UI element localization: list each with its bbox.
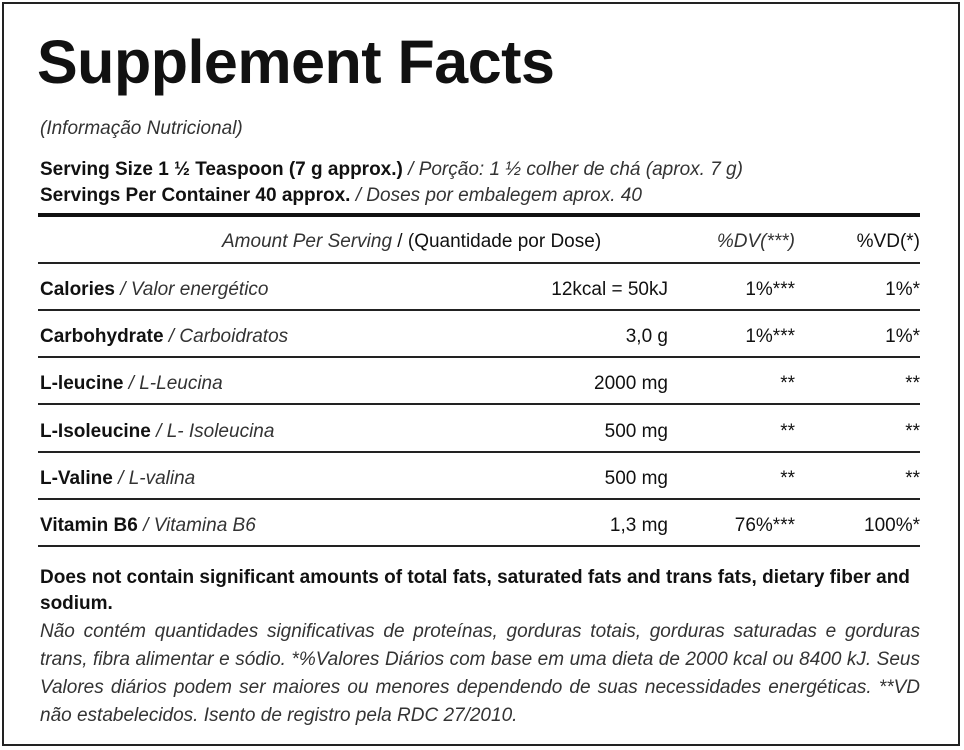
amount-per-serving-en: Amount Per Serving [222, 231, 393, 252]
nutrient-dv: 1%*** [745, 279, 795, 300]
nutrient-dv: ** [780, 421, 795, 442]
disclaimer-en: Does not contain significant amounts of … [40, 567, 910, 614]
serving-size-pt: / Porção: 1 ½ colher de chá (aprox. 7 g) [402, 159, 743, 180]
nutrient-amount: 2000 mg [594, 373, 668, 394]
nutrient-dv: ** [780, 468, 795, 489]
nutrient-row-calories: Calories / Valor energético 12kcal = 50k… [38, 278, 920, 302]
nutrient-row-l-valine: L-Valine / L-valina 500 mg ** ** [38, 467, 920, 491]
nutrient-row-vitamin-b6: Vitamin B6 / Vitamina B6 1,3 mg 76%*** 1… [38, 514, 920, 538]
nutrient-amount: 12kcal = 50kJ [551, 279, 668, 300]
nutrient-dv: ** [780, 373, 795, 394]
nutrient-row-l-isoleucine: L-Isoleucine / L- Isoleucina 500 mg ** *… [38, 420, 920, 444]
nutrient-amount: 500 mg [604, 421, 668, 442]
row-divider [38, 356, 920, 358]
nutrient-row-l-leucine: L-leucine / L-Leucina 2000 mg ** ** [38, 372, 920, 396]
servings-per-container-line: Servings Per Container 40 approx. / Dose… [40, 186, 642, 205]
nutrient-amount: 500 mg [604, 468, 668, 489]
amount-per-serving-pt: / (Quantidade por Dose) [392, 231, 602, 252]
dv-header: %DV(***) [716, 231, 795, 252]
nutrient-vd: ** [905, 421, 920, 442]
serving-size-line: Serving Size 1 ½ Teaspoon (7 g approx.) … [40, 160, 743, 179]
label-subtitle: (Informação Nutricional) [40, 118, 243, 139]
nutrient-dv: 76%*** [734, 515, 795, 536]
nutrient-amount: 1,3 mg [609, 515, 668, 536]
nutrient-name: L-leucine / L-Leucina [40, 373, 223, 394]
serving-size-en: Serving Size 1 ½ Teaspoon (7 g approx.) [40, 159, 403, 180]
row-divider [38, 498, 920, 500]
nutrient-name: Vitamin B6 / Vitamina B6 [40, 515, 256, 536]
nutrient-name: Calories / Valor energético [40, 279, 269, 300]
disclaimer-pt: Não contém quantidades significativas de… [40, 621, 920, 726]
nutrient-vd: 100%* [864, 515, 920, 536]
nutrient-name: Carbohydrate / Carboidratos [40, 326, 289, 347]
nutrient-vd: ** [905, 373, 920, 394]
row-divider [38, 309, 920, 311]
nutrient-vd: 1%* [885, 279, 920, 300]
row-divider [38, 262, 920, 264]
nutrient-amount: 3,0 g [625, 326, 668, 347]
vd-header: %VD(*) [856, 231, 920, 252]
nutrient-dv: 1%*** [745, 326, 795, 347]
row-divider [38, 545, 920, 547]
servings-per-container-pt: / Doses por embalegem aprox. 40 [350, 185, 642, 206]
header-rule [38, 213, 920, 217]
servings-per-container-en: Servings Per Container 40 approx. [40, 185, 351, 206]
amount-per-serving-header: Amount Per Serving / (Quantidade por Dos… [222, 232, 601, 251]
nutrient-name: L-Valine / L-valina [40, 468, 196, 489]
row-divider [38, 451, 920, 453]
nutrient-name: L-Isoleucine / L- Isoleucina [40, 421, 275, 442]
label-title: Supplement Facts [37, 28, 555, 96]
nutrient-vd: 1%* [885, 326, 920, 347]
row-divider [38, 403, 920, 405]
nutrient-row-carbohydrate: Carbohydrate / Carboidratos 3,0 g 1%*** … [38, 325, 920, 349]
nutrient-vd: ** [905, 468, 920, 489]
